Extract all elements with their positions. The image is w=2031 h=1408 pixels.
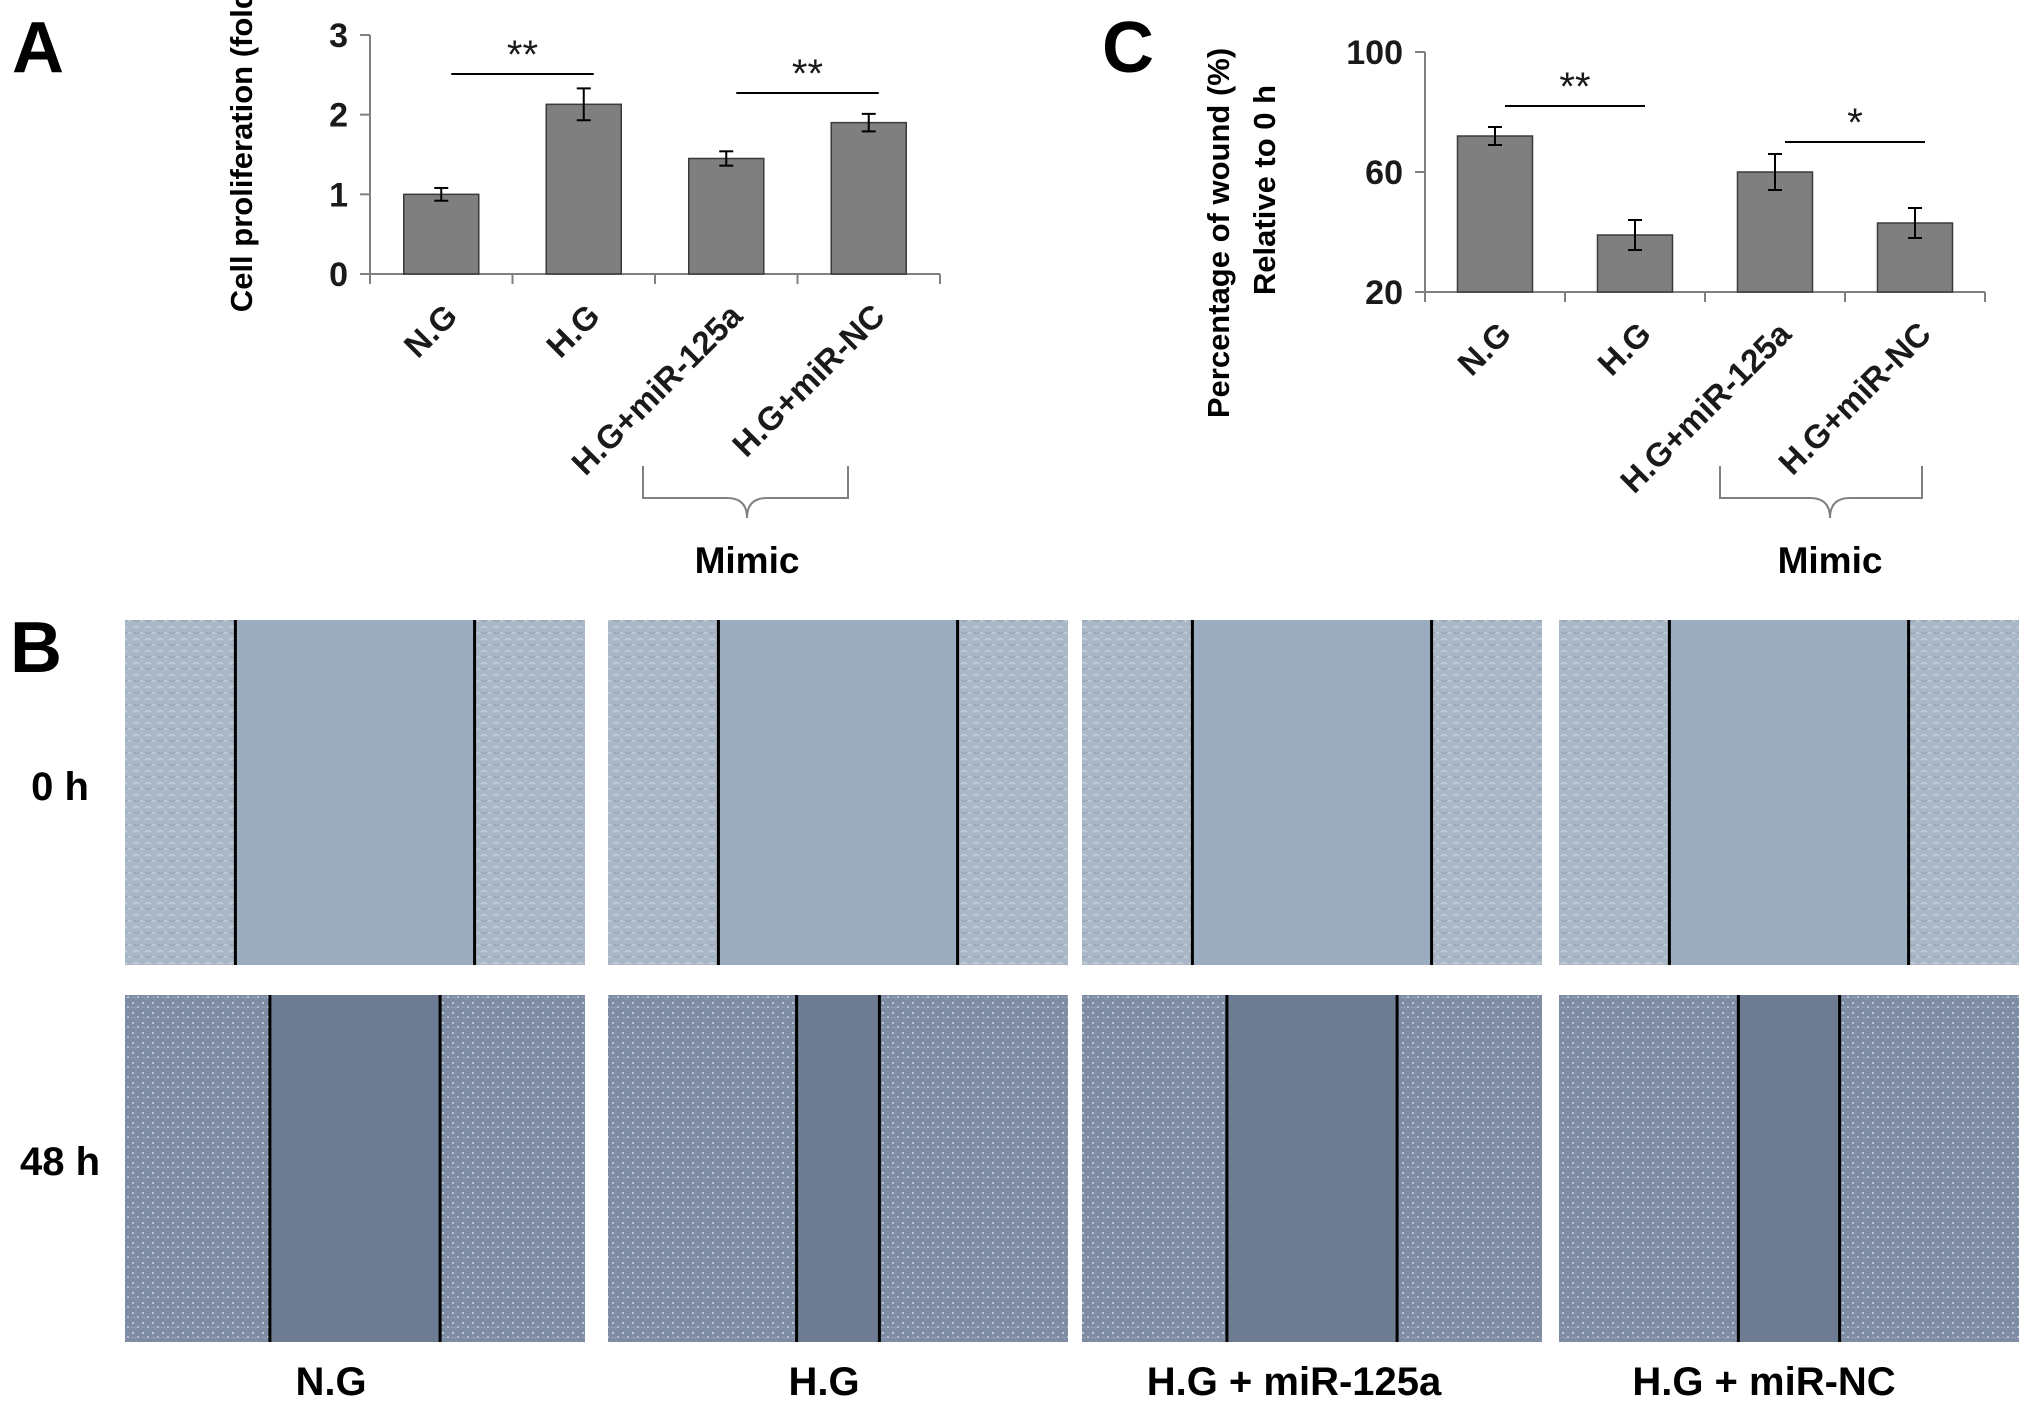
panel-c-mimic-brace <box>1719 466 1923 519</box>
panel-c-mimic-bracket: Mimic <box>1719 466 1923 581</box>
panel-a-ylabel: Cell proliferation (fold) <box>224 0 259 312</box>
micrograph-0h-4 <box>1559 620 2019 965</box>
panel-a-category-label: H.G+miR-NC <box>725 297 892 464</box>
panel-c-bar <box>1456 135 1534 293</box>
panel-a-bar <box>545 103 622 275</box>
panel-c-significance-mark: * <box>1847 101 1863 145</box>
panel-c-bar <box>1736 171 1814 293</box>
micrograph-wound-gap <box>796 995 880 1342</box>
micrograph-wound-gap <box>269 995 441 1342</box>
micrograph-0h-3 <box>1082 620 1542 965</box>
panel-a-significance-mark: ** <box>792 52 823 96</box>
panel-c-category-label: N.G <box>1450 315 1518 383</box>
panel-c-mimic-label: Mimic <box>1778 540 1883 581</box>
panel-c-y-tick-label: 20 <box>1365 274 1403 312</box>
micrograph-0h-2 <box>608 620 1068 965</box>
panel-a-mimic-brace <box>642 466 849 519</box>
panel-c-category-label: H.G <box>1590 315 1658 383</box>
micrograph-wound-gap <box>1738 995 1840 1342</box>
panel-c-significance-mark: ** <box>1559 65 1590 109</box>
panel-a-y-tick-label: 2 <box>329 97 348 135</box>
panel-c-ylabel-line1: Percentage of wound (%) <box>1201 48 1236 418</box>
panel-a-letter: A <box>12 8 64 88</box>
panel-a-y-tick-label: 0 <box>329 256 348 294</box>
micrograph-wound-gap <box>235 620 475 965</box>
panel-c-letter: C <box>1102 8 1154 88</box>
micrograph-wound-gap <box>1192 620 1432 965</box>
column-label-hg: H.G <box>788 1360 859 1404</box>
micrograph-48h-4 <box>1559 995 2019 1342</box>
panel-a-y-tick-label: 3 <box>329 17 348 55</box>
panel-b: B 0 h 48 h N.G H.G H.G + miR-125a H.G + … <box>10 608 2019 1404</box>
panel-c: C Percentage of wound (%) Relative to 0 … <box>1102 8 1986 581</box>
micrograph-48h-2 <box>608 995 1068 1342</box>
panel-c-y-tick-label: 100 <box>1346 34 1403 72</box>
row-label-48h: 48 h <box>20 1140 100 1184</box>
panel-a-mimic-bracket: Mimic <box>642 466 849 581</box>
panel-c-ylabel-line2: Relative to 0 h <box>1247 85 1282 295</box>
column-label-ng: N.G <box>295 1360 366 1404</box>
panel-a-y-tick-label: 1 <box>329 176 348 214</box>
micrograph-48h-1 <box>125 995 585 1342</box>
panel-a-significance-mark: ** <box>507 33 538 77</box>
micrograph-0h-1 <box>125 620 585 965</box>
micrograph-grid <box>125 620 2019 1342</box>
panel-a: A Cell proliferation (fold) 0 1 2 3 N.G H.G H.… <box>12 0 941 581</box>
micrograph-wound-gap <box>1226 995 1398 1342</box>
panel-a-category-label: N.G <box>397 297 465 365</box>
micrograph-48h-3 <box>1082 995 1542 1342</box>
micrograph-wound-gap <box>1669 620 1909 965</box>
panel-b-letter: B <box>10 608 62 688</box>
panel-a-category-label: H.G <box>539 297 607 365</box>
panel-a-bar <box>688 157 765 275</box>
column-label-hg-mir125a: H.G + miR-125a <box>1147 1360 1442 1404</box>
panel-a-mimic-label: Mimic <box>695 540 800 581</box>
micrograph-wound-gap <box>718 620 958 965</box>
panel-a-bar <box>403 193 480 275</box>
row-label-0h: 0 h <box>31 765 89 809</box>
panel-c-y-tick-label: 60 <box>1365 154 1403 192</box>
column-label-hg-mirnc: H.G + miR-NC <box>1632 1360 1895 1404</box>
panel-a-bar <box>830 121 907 275</box>
